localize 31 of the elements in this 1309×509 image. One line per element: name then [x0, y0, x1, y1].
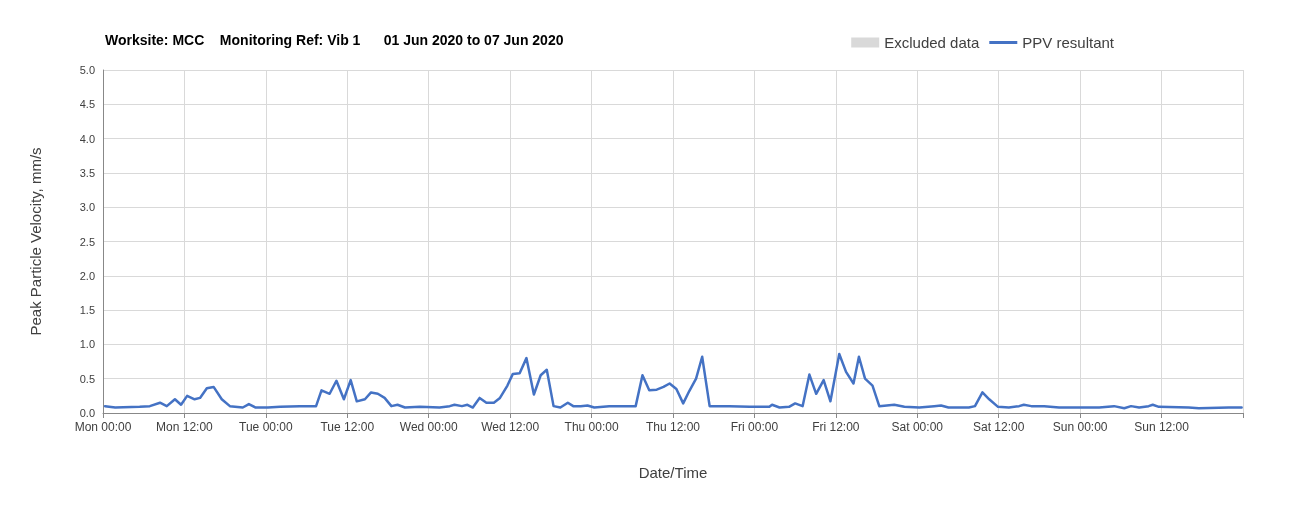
x-tick-label: Tue 12:00	[320, 420, 375, 434]
x-tick-label: Sun 00:00	[1052, 420, 1108, 434]
x-tick-label: Sat 12:00	[973, 420, 1025, 434]
y-axis-title: Peak Particle Velocity, mm/s	[27, 147, 44, 336]
y-tick-label: 4.5	[79, 98, 95, 111]
x-tick-label: Sat 00:00	[891, 420, 944, 434]
x-tick-label: Fri 00:00	[730, 420, 779, 434]
y-tick-label: 2.0	[79, 269, 95, 282]
y-tick-label: 1.5	[79, 304, 95, 317]
x-tick-label: Thu 00:00	[564, 420, 619, 434]
y-tick-label: 2.5	[79, 235, 95, 248]
y-tick-label: 4.0	[79, 132, 95, 145]
x-tick-label: Fri 12:00	[812, 420, 860, 434]
x-tick-label: Tue 00:00	[239, 420, 293, 434]
chart-title: Worksite: MCC Monitoring Ref: Vib 1 01 Jun 2020 to 07 Jun 2020	[105, 32, 564, 48]
legend-label: PPV resultant	[1022, 34, 1115, 51]
y-tick-label: 3.5	[79, 166, 95, 179]
x-tick-label: Mon 00:00	[74, 420, 132, 434]
y-tick-label: 5.0	[79, 64, 95, 76]
x-tick-label: Sun 12:00	[1134, 420, 1190, 434]
legend-label: Excluded data	[884, 34, 980, 51]
x-axis-title: Date/Time	[638, 464, 708, 481]
x-tick-label: Mon 12:00	[156, 420, 214, 434]
y-tick-label: 1.0	[79, 338, 95, 351]
x-tick-label: Wed 00:00	[399, 420, 458, 434]
line-series	[103, 352, 1243, 410]
x-tick-label: Wed 12:00	[481, 420, 540, 434]
x-tick-label: Thu 12:00	[645, 420, 701, 434]
y-tick-label: 0.0	[79, 407, 95, 419]
y-tick-label: 0.5	[79, 372, 95, 385]
y-tick-label: 3.0	[79, 201, 95, 214]
